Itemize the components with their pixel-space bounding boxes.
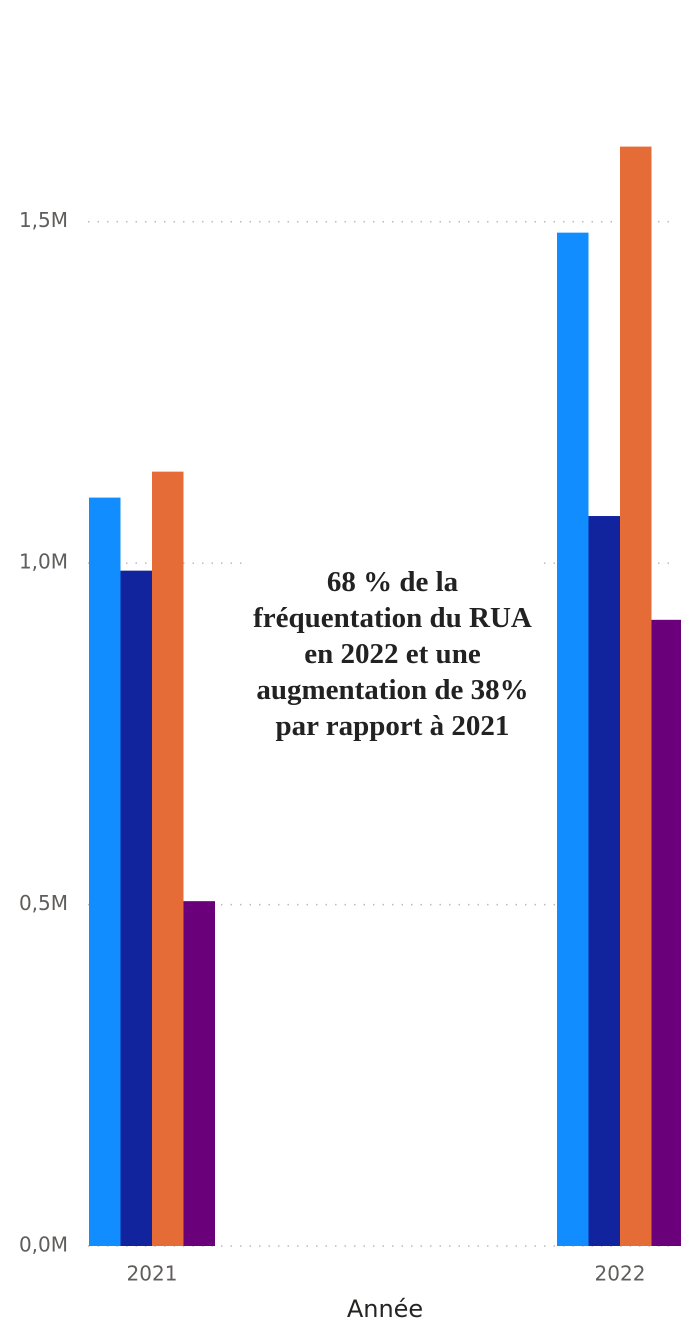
bar xyxy=(152,471,184,1246)
bar xyxy=(557,232,589,1246)
y-tick-label: 1,5M xyxy=(19,208,68,232)
bar xyxy=(620,146,652,1247)
x-tick-label: 2021 xyxy=(127,1262,178,1286)
bar xyxy=(588,516,620,1246)
bar xyxy=(183,901,215,1246)
y-tick-label: 0,0M xyxy=(19,1233,68,1257)
bar xyxy=(89,497,121,1246)
x-axis-label: Année xyxy=(347,1295,423,1322)
x-tick-label: 2022 xyxy=(595,1262,646,1286)
annotation: 68 % de la fréquentation du RUA en 2022 … xyxy=(245,560,540,748)
bar xyxy=(120,570,152,1246)
y-tick-label: 0,5M xyxy=(19,891,68,915)
bar xyxy=(651,619,681,1246)
y-tick-label: 1,0M xyxy=(19,550,68,574)
